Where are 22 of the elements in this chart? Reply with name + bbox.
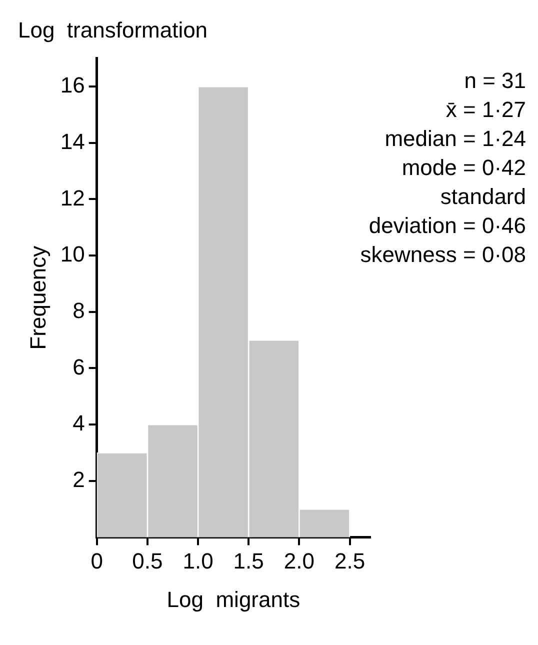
x-tick-label: 0.5 [132, 548, 163, 574]
x-tick-label: 1.5 [233, 548, 264, 574]
annotation: skewness = 0·08 [359, 241, 526, 269]
x-tick-label: 2.0 [284, 548, 314, 574]
y-tick-label: 14 [60, 128, 85, 154]
y-axis-title: Frequency [25, 246, 50, 350]
x-tick-label: 0 [90, 548, 103, 574]
y-tick-label: 8 [72, 298, 85, 323]
text: mode = 0·42 [400, 154, 526, 182]
y-tick-label: 2 [72, 466, 85, 492]
y-tick-label: 6 [72, 354, 85, 380]
y-tick-label: 16 [60, 72, 85, 98]
x-tick-label: 2.5 [334, 548, 366, 574]
text: n = 31 [463, 67, 526, 95]
chart-title: Log transformation [18, 17, 208, 42]
text: x̄ = 1·27 [444, 96, 526, 124]
y-tick-label: 12 [60, 185, 85, 210]
y-tick-label: 4 [72, 410, 85, 436]
text: median = 1·24 [384, 125, 526, 153]
x-axis-title: Log migrants [166, 586, 300, 612]
x-tick-label: 1.0 [182, 548, 214, 574]
y-tick-label: 10 [60, 242, 85, 267]
